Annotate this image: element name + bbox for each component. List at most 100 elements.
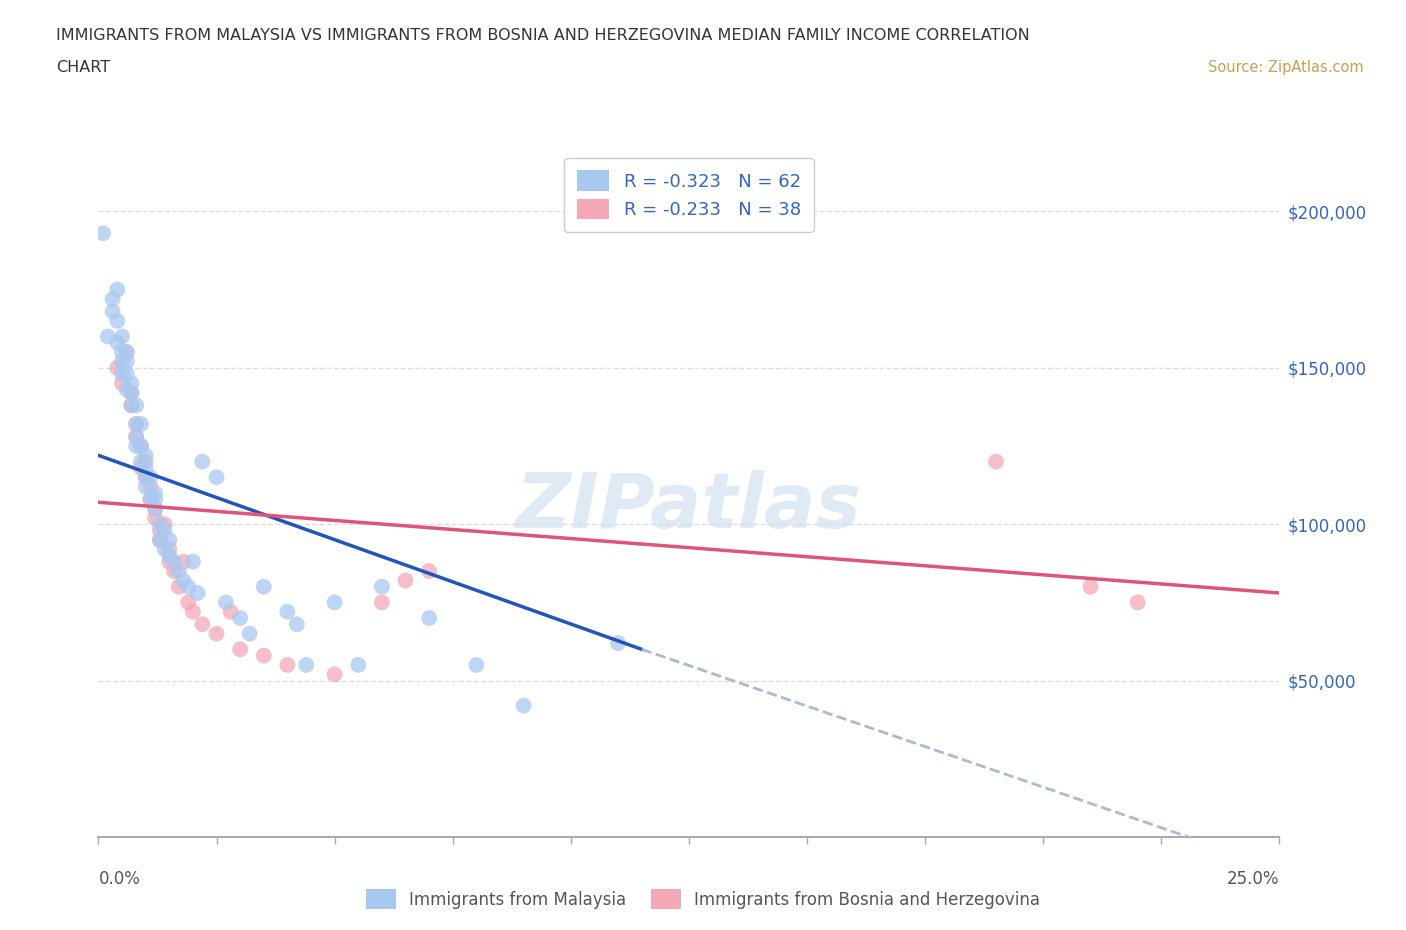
Point bbox=[129, 439, 152, 454]
Point bbox=[135, 470, 157, 485]
Text: CHART: CHART bbox=[56, 60, 110, 75]
Point bbox=[191, 454, 214, 469]
Point bbox=[157, 554, 180, 569]
Point bbox=[135, 460, 157, 475]
Point bbox=[125, 417, 148, 432]
Point bbox=[163, 564, 186, 578]
Point bbox=[129, 454, 152, 469]
Point bbox=[177, 595, 200, 610]
Point bbox=[205, 470, 228, 485]
Point bbox=[984, 454, 1007, 469]
Point bbox=[181, 604, 204, 619]
Point bbox=[167, 579, 190, 594]
Point bbox=[253, 648, 276, 663]
Point bbox=[129, 417, 152, 432]
Point bbox=[295, 658, 318, 672]
Point bbox=[91, 226, 114, 241]
Point bbox=[135, 454, 157, 469]
Point bbox=[172, 573, 194, 588]
Point bbox=[129, 439, 152, 454]
Point bbox=[111, 354, 134, 369]
Point bbox=[253, 579, 276, 594]
Point bbox=[347, 658, 370, 672]
Text: 0.0%: 0.0% bbox=[98, 870, 141, 887]
Point bbox=[465, 658, 488, 672]
Point bbox=[111, 345, 134, 360]
Point bbox=[215, 595, 238, 610]
Point bbox=[163, 554, 186, 569]
Point bbox=[121, 398, 143, 413]
Point bbox=[153, 523, 176, 538]
Point bbox=[181, 554, 204, 569]
Point bbox=[121, 385, 143, 400]
Point bbox=[105, 282, 128, 297]
Point bbox=[101, 291, 124, 306]
Text: ZIPatlas: ZIPatlas bbox=[516, 470, 862, 544]
Point bbox=[239, 626, 262, 641]
Point bbox=[105, 336, 128, 351]
Point bbox=[323, 595, 346, 610]
Point bbox=[121, 376, 143, 391]
Point bbox=[139, 492, 162, 507]
Point bbox=[111, 366, 134, 381]
Point bbox=[149, 517, 172, 532]
Point bbox=[111, 376, 134, 391]
Point bbox=[139, 492, 162, 507]
Point bbox=[139, 470, 162, 485]
Point bbox=[115, 366, 138, 381]
Point bbox=[418, 611, 440, 626]
Point bbox=[121, 385, 143, 400]
Point bbox=[149, 532, 172, 547]
Point bbox=[143, 485, 166, 500]
Point bbox=[219, 604, 242, 619]
Point bbox=[323, 667, 346, 682]
Point bbox=[115, 345, 138, 360]
Point bbox=[105, 360, 128, 375]
Point bbox=[418, 564, 440, 578]
Point bbox=[143, 492, 166, 507]
Legend: Immigrants from Malaysia, Immigrants from Bosnia and Herzegovina: Immigrants from Malaysia, Immigrants fro… bbox=[357, 881, 1049, 917]
Point bbox=[276, 604, 298, 619]
Point bbox=[172, 554, 194, 569]
Point bbox=[115, 354, 138, 369]
Point bbox=[111, 329, 134, 344]
Point bbox=[371, 579, 394, 594]
Point bbox=[125, 398, 148, 413]
Point bbox=[135, 479, 157, 494]
Point bbox=[143, 501, 166, 516]
Point bbox=[607, 635, 630, 650]
Point bbox=[167, 564, 190, 578]
Point bbox=[512, 698, 534, 713]
Point bbox=[205, 626, 228, 641]
Point bbox=[105, 313, 128, 328]
Text: 25.0%: 25.0% bbox=[1227, 870, 1279, 887]
Point bbox=[187, 586, 209, 601]
Point bbox=[101, 304, 124, 319]
Point bbox=[125, 439, 148, 454]
Point bbox=[115, 345, 138, 360]
Point bbox=[371, 595, 394, 610]
Point bbox=[135, 448, 157, 463]
Point bbox=[97, 329, 120, 344]
Point bbox=[153, 542, 176, 557]
Point bbox=[121, 398, 143, 413]
Text: Source: ZipAtlas.com: Source: ZipAtlas.com bbox=[1208, 60, 1364, 75]
Point bbox=[125, 429, 148, 444]
Point bbox=[394, 573, 416, 588]
Point bbox=[285, 617, 308, 631]
Point bbox=[191, 617, 214, 631]
Point bbox=[149, 532, 172, 547]
Point bbox=[177, 579, 200, 594]
Point bbox=[157, 532, 180, 547]
Point bbox=[139, 479, 162, 494]
Text: IMMIGRANTS FROM MALAYSIA VS IMMIGRANTS FROM BOSNIA AND HERZEGOVINA MEDIAN FAMILY: IMMIGRANTS FROM MALAYSIA VS IMMIGRANTS F… bbox=[56, 28, 1031, 43]
Point bbox=[125, 429, 148, 444]
Point bbox=[143, 511, 166, 525]
Point bbox=[125, 417, 148, 432]
Point bbox=[1080, 579, 1102, 594]
Point bbox=[115, 382, 138, 397]
Point bbox=[1126, 595, 1149, 610]
Point bbox=[229, 642, 252, 657]
Point bbox=[157, 542, 180, 557]
Point bbox=[157, 548, 180, 563]
